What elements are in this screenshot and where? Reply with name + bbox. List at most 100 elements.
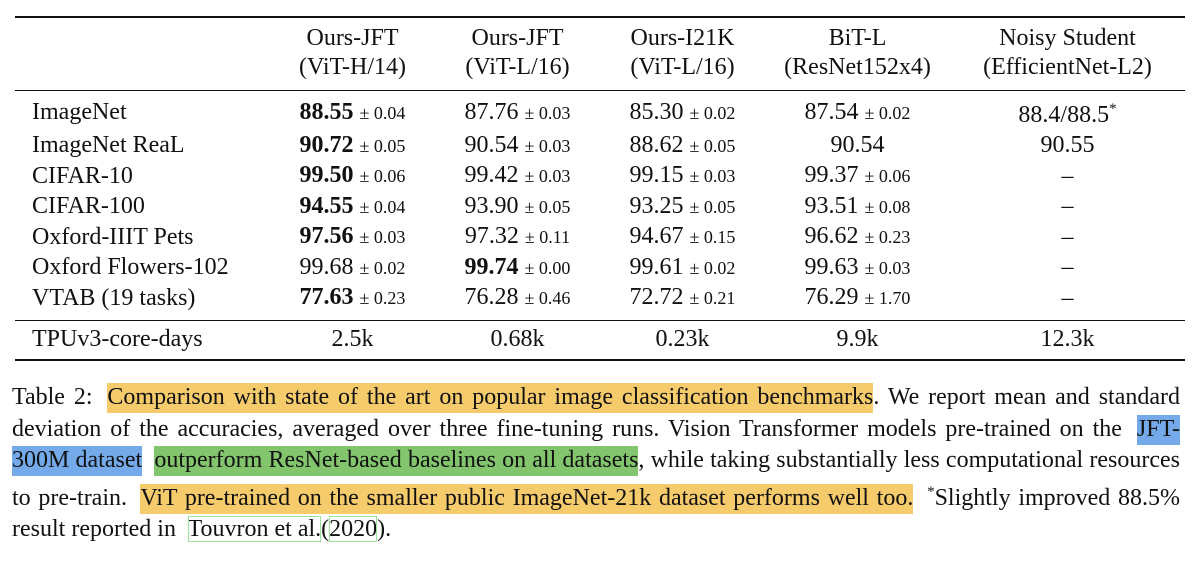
- cell-std: ± 0.03: [864, 257, 911, 278]
- cell-value: 93.90: [464, 192, 519, 219]
- row-label: ImageNet ReaL: [32, 132, 185, 158]
- result-cell: –: [950, 253, 1185, 284]
- cell-std: ± 0.04: [359, 196, 406, 217]
- cell-std: ± 0.23: [359, 288, 406, 308]
- result-cell: 87.54 ± 0.02: [765, 91, 950, 131]
- row-label: VTAB (19 tasks): [32, 284, 196, 311]
- cell-value: 88.4/88.5: [1018, 102, 1110, 128]
- cell-std: ± 0.11: [524, 227, 571, 247]
- highlight: outperform ResNet-based baselines on all…: [154, 446, 639, 477]
- highlight: ViT pre-trained on the smaller public Im…: [140, 483, 914, 514]
- result-cell: 99.42 ± 0.03: [435, 161, 600, 192]
- table-header: Ours-JFT (ViT-H/14) Ours-JFT (ViT-L/16) Ours…: [15, 17, 1185, 91]
- result-cell: 77.63 ± 0.23: [270, 283, 435, 320]
- citation-link[interactable]: Touvron et al.: [187, 516, 322, 543]
- result-cell: 99.74 ± 0.00: [435, 253, 600, 284]
- result-cell: 85.30 ± 0.02: [600, 91, 765, 131]
- cell-value: –: [1061, 223, 1074, 250]
- column-name: Ours-JFT: [471, 25, 564, 51]
- cell-std: ± 0.05: [359, 135, 406, 156]
- row-label: Oxford-IIIT Pets: [32, 223, 194, 250]
- cell-value: 90.72: [299, 131, 354, 158]
- result-cell: 90.55: [950, 131, 1185, 162]
- table-row: ImageNet ReaL 90.72 ± 0.05 90.54 ± 0.03 88.…: [15, 131, 1185, 162]
- space: [1128, 416, 1137, 442]
- cell-std: ± 0.03: [689, 166, 736, 186]
- cell-std: ± 0.05: [524, 196, 571, 217]
- caption-text: (: [321, 516, 330, 543]
- cell-std: ± 0.05: [689, 196, 736, 217]
- cell-std: ± 0.02: [689, 102, 736, 123]
- row-label: Oxford Flowers-102: [32, 254, 229, 280]
- cell-value: –: [1061, 162, 1074, 189]
- footer-cell: 0.68k: [490, 325, 545, 352]
- table-row: CIFAR-10 99.50 ± 0.06 99.42 ± 0.03 99.15 ± …: [15, 161, 1185, 192]
- cell-std: ± 0.03: [524, 102, 571, 123]
- column-name: Ours-I21K: [630, 25, 735, 51]
- cell-value: 90.54: [464, 131, 519, 158]
- cell-value: 76.29: [804, 284, 859, 310]
- column-name: BiT-L: [828, 25, 887, 51]
- cell-std: ± 0.21: [689, 288, 736, 308]
- result-cell: 88.62 ± 0.05: [600, 131, 765, 162]
- result-cell: 93.51 ± 0.08: [765, 192, 950, 223]
- table-row: CIFAR-100 94.55 ± 0.04 93.90 ± 0.05 93.25 ±…: [15, 192, 1185, 223]
- cell-value: –: [1061, 284, 1074, 311]
- cell-value: –: [1061, 254, 1074, 280]
- footer-label: TPUv3-core-days: [32, 325, 203, 352]
- results-table: Ours-JFT (ViT-H/14) Ours-JFT (ViT-L/16) Ours…: [15, 16, 1185, 361]
- cell-value: 88.55: [299, 98, 354, 125]
- cell-value: 96.62: [804, 223, 859, 249]
- column-model: (ViT-L/16): [630, 54, 735, 80]
- result-cell: 76.29 ± 1.70: [765, 283, 950, 320]
- highlight: Comparison with state of the art on popu…: [107, 383, 874, 413]
- result-cell: 97.56 ± 0.03: [270, 222, 435, 253]
- cell-std: ± 0.03: [524, 135, 571, 156]
- result-cell: 93.25 ± 0.05: [600, 192, 765, 223]
- cell-std: ± 0.02: [359, 257, 406, 278]
- table-footer: TPUv3-core-days 2.5k 0.68k 0.23k 9.9k 12.3k: [15, 320, 1185, 360]
- caption-text: Slightly improved 88.5% result reported …: [12, 484, 1181, 543]
- cell-std: ± 0.03: [359, 227, 406, 247]
- cell-footnote-mark: *: [1109, 101, 1117, 117]
- cell-value: 90.55: [1040, 132, 1095, 158]
- result-cell: 99.68 ± 0.02: [270, 253, 435, 284]
- space: [182, 516, 188, 542]
- cell-value: 94.67: [629, 223, 684, 249]
- table-row: ImageNet 88.55 ± 0.04 87.76 ± 0.03 85.30 ± …: [15, 91, 1185, 131]
- result-cell: 76.28 ± 0.46: [435, 283, 600, 320]
- cell-value: 99.50: [299, 162, 354, 188]
- cell-value: 93.25: [629, 192, 684, 219]
- row-label: CIFAR-10: [32, 162, 133, 189]
- cell-value: 93.51: [804, 192, 859, 219]
- footer-cell: 12.3k: [1040, 325, 1095, 352]
- cell-std: ± 0.02: [864, 102, 911, 123]
- column-model: (EfficientNet-L2): [983, 54, 1152, 80]
- row-label: ImageNet: [32, 99, 127, 125]
- result-cell: 90.72 ± 0.05: [270, 131, 435, 162]
- caption-text: ).: [377, 516, 392, 543]
- cell-value: 97.32: [464, 223, 519, 249]
- cell-value: 90.54: [830, 132, 885, 158]
- footer-row: TPUv3-core-days 2.5k 0.68k 0.23k 9.9k 12.3k: [15, 320, 1185, 360]
- row-label: CIFAR-100: [32, 193, 145, 219]
- result-cell: 88.55 ± 0.04: [270, 91, 435, 131]
- cell-std: ± 0.23: [864, 227, 911, 247]
- cell-std: ± 0.06: [359, 166, 406, 186]
- result-cell: 99.61 ± 0.02: [600, 253, 765, 284]
- column-model: (ViT-H/14): [299, 54, 406, 80]
- cell-value: 99.42: [464, 162, 519, 188]
- result-cell: 99.63 ± 0.03: [765, 253, 950, 284]
- cell-value: 77.63: [299, 284, 354, 310]
- citation-link[interactable]: 2020: [329, 516, 378, 543]
- cell-value: 99.63: [804, 253, 859, 280]
- column-header: Ours-JFT (ViT-H/14): [270, 17, 435, 91]
- result-cell: 72.72 ± 0.21: [600, 283, 765, 320]
- footer-cell: 2.5k: [331, 325, 374, 352]
- cell-value: 72.72: [629, 284, 684, 310]
- footer-cell: 0.23k: [655, 325, 710, 352]
- table-row: Oxford Flowers-102 99.68 ± 0.02 99.74 ± 0.…: [15, 253, 1185, 284]
- result-cell: 93.90 ± 0.05: [435, 192, 600, 223]
- column-model: (ResNet152x4): [784, 54, 931, 80]
